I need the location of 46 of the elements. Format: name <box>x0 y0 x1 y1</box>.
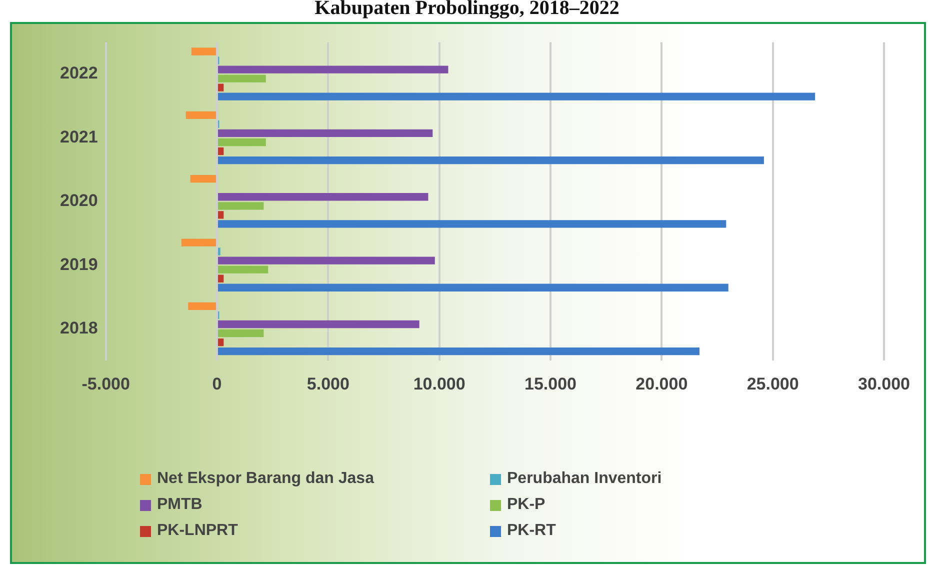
bar <box>218 74 266 82</box>
x-tick-label: 25.000 <box>746 374 799 394</box>
bar <box>218 248 220 256</box>
x-tick-label: 20.000 <box>636 374 688 394</box>
bar <box>218 320 420 328</box>
bar <box>218 284 728 292</box>
bar <box>218 211 224 219</box>
bar <box>218 147 224 156</box>
y-tick-label: 2022 <box>60 64 98 83</box>
legend-label: PMTB <box>157 496 202 514</box>
bar <box>218 338 224 346</box>
bar <box>218 92 816 100</box>
x-tick-label: 10.000 <box>413 374 466 394</box>
bar <box>218 256 435 264</box>
x-tick-label: 15.000 <box>524 374 576 394</box>
bar <box>218 347 700 356</box>
legend-label: PK-LNPRT <box>157 522 238 540</box>
bar <box>191 48 216 56</box>
bar <box>218 129 433 138</box>
x-tick-label: 5.000 <box>306 374 350 394</box>
y-tick-label: 2020 <box>60 191 98 210</box>
bar <box>218 202 264 210</box>
bar <box>218 274 224 282</box>
bar <box>181 238 216 246</box>
legend-label: Perubahan Inventori <box>507 470 662 488</box>
bar <box>218 266 268 274</box>
y-tick-label: 2018 <box>60 318 98 338</box>
bar <box>218 84 224 92</box>
legend-label: Net Ekspor Barang dan Jasa <box>157 470 374 488</box>
legend-label: PK-RT <box>507 522 556 540</box>
bar <box>218 329 264 338</box>
x-tick-label: 30.000 <box>858 374 910 394</box>
legend-label: PK-P <box>507 496 546 514</box>
bar <box>218 220 726 228</box>
y-tick-label: 2019 <box>60 254 98 274</box>
chart-title: Kabupaten Probolinggo, 2018–2022 <box>314 0 620 20</box>
bar <box>218 66 448 74</box>
bar <box>218 193 428 201</box>
bar <box>188 302 216 310</box>
bar <box>218 138 266 146</box>
bar <box>218 156 764 164</box>
bar <box>186 111 216 119</box>
y-tick-label: 2021 <box>60 127 98 146</box>
bar <box>190 175 216 183</box>
x-tick-label: -5.000 <box>82 374 130 394</box>
x-tick-label: 0 <box>212 374 222 394</box>
